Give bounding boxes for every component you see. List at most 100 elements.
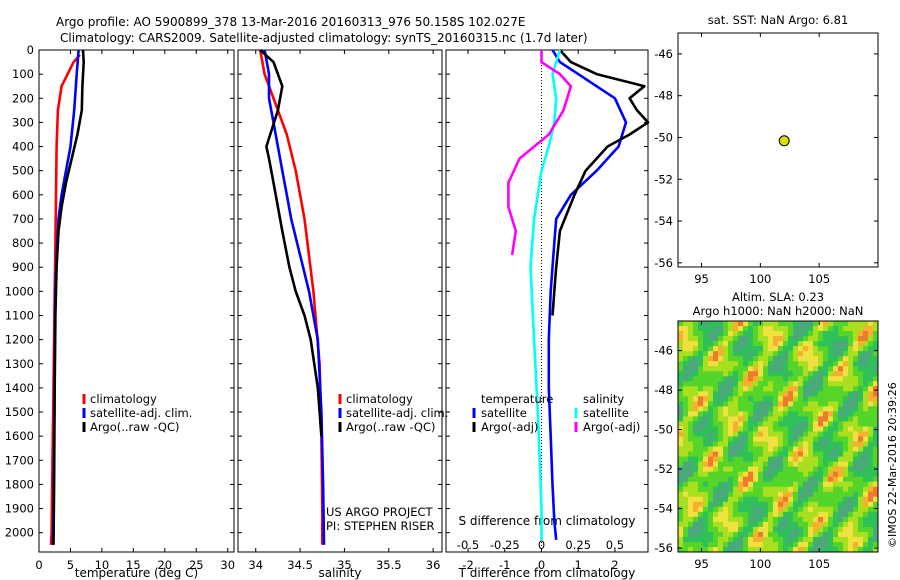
sla-cell [863,426,869,432]
sla-cell [773,361,779,367]
sla-cell [858,436,864,442]
sla-cell [773,341,779,347]
sla-cell [833,326,839,332]
sla-cell [803,336,809,342]
sla-cell [788,466,794,473]
depth-tick-label: 600 [12,188,34,202]
sla-cell [703,481,709,488]
sla-cell [688,416,694,422]
sla-cell [768,496,774,503]
sla-cell [843,501,849,508]
sla-cell [698,481,704,488]
sla-cell [808,346,814,352]
sla-cell [783,406,789,412]
sla-cell [853,341,859,347]
depth-tick-label: 800 [12,236,34,250]
sla-cell [808,421,814,427]
sla-cell [818,416,824,422]
sla-cell [718,496,724,503]
sla-cell [873,471,879,478]
sla-cell [828,521,834,528]
sla-cell [703,446,709,452]
sla-cell [743,371,749,377]
sla-cell [763,496,769,503]
sla-cell [803,511,809,518]
sla-cell [873,361,879,367]
sla-cell [708,321,714,327]
sla-cell [738,511,744,518]
sla-cell [723,451,729,457]
sla-cell [738,421,744,427]
sla-cell [873,541,879,548]
sla-cell [868,456,874,463]
sla-cell [748,436,754,442]
sla-cell [838,366,844,372]
sla-cell [858,321,864,327]
sla-cell [708,486,714,493]
sla-cell [798,476,804,483]
sla-cell [823,521,829,528]
sla-cell [698,476,704,483]
sla-cell [698,471,704,478]
sla-cell [798,406,804,412]
sla-cell [698,516,704,523]
sla-cell [758,481,764,488]
temperature-panel-frame [38,49,235,553]
sla-cell [813,526,819,533]
depth-tick-label: 1200 [5,333,34,347]
sla-cell [758,526,764,533]
sla-cell [763,466,769,473]
sla-cell [823,471,829,478]
sla-cell [873,406,879,412]
sla-cell [743,391,749,397]
sla-cell [838,341,844,347]
sla-cell [683,456,689,463]
sla-cell [718,436,724,442]
sla-cell [758,416,764,422]
sla-cell [803,416,809,422]
sla-cell [758,471,764,478]
sla-cell [763,541,769,548]
sla-cell [708,476,714,483]
sla-cell [768,431,774,437]
sla-cell [828,536,834,543]
sla-cell [738,521,744,528]
temperature-xtick-label: 15 [126,558,141,572]
sla-cell [788,461,794,468]
sla-cell [683,496,689,503]
sla-cell [678,406,684,412]
sla-cell [868,501,874,508]
sla-cell [778,406,784,412]
sla-cell [748,361,754,367]
sla-cell [698,506,704,513]
sla-cell [728,411,734,417]
sla-cell [753,381,759,387]
sla-cell [783,386,789,392]
sla-cell [843,416,849,422]
sla-cell [738,451,744,457]
sla-cell [793,541,799,548]
sla-cell [748,431,754,437]
sla-cell [823,321,829,327]
sla-cell [733,496,739,503]
sla-cell [693,546,699,553]
sla-cell [758,511,764,518]
sla-cell [688,481,694,488]
sla-cell [723,446,729,452]
sla-cell [858,541,864,548]
sla-cell [743,326,749,332]
sla-cell [783,431,789,437]
sla-cell [793,376,799,382]
sla-cell [793,546,799,553]
sla-cell [768,361,774,367]
sla-cell [848,421,854,427]
sla-cell [813,421,819,427]
sla-cell [688,321,694,327]
sla-cell [748,391,754,397]
sla-cell [758,466,764,473]
sla-cell [763,361,769,367]
sla-cell [818,391,824,397]
sla-cell [703,431,709,437]
sla-cell [778,476,784,483]
sla-cell [678,501,684,508]
